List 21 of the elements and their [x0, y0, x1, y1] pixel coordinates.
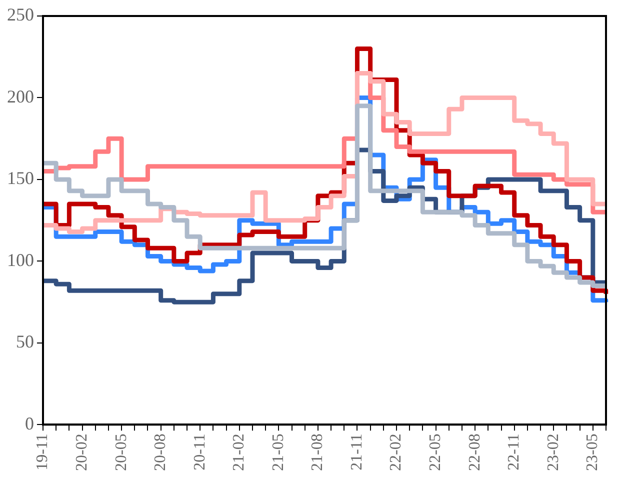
x-tick-label: 20-11 — [191, 434, 208, 470]
x-tick-label: 19-11 — [34, 434, 52, 470]
x-tick-label: 23-02 — [544, 434, 562, 471]
x-tick-label: 21-05 — [270, 434, 287, 471]
y-tick-label: 200 — [7, 86, 34, 106]
x-tick-label: 20-05 — [112, 434, 130, 471]
x-tick-label: 22-02 — [388, 434, 405, 471]
x-tick-label: 21-02 — [230, 434, 248, 471]
y-tick-label: 0 — [25, 413, 34, 434]
x-tick-label: 22-11 — [506, 434, 523, 470]
y-tick-label: 250 — [7, 4, 34, 25]
y-tick-label: 100 — [7, 250, 34, 270]
x-tick-label: 20-08 — [152, 434, 170, 471]
x-tick-label: 22-05 — [426, 434, 444, 471]
x-tick-label: 21-08 — [309, 434, 326, 471]
x-tick-label: 23-05 — [584, 434, 602, 471]
x-tick-label: 21-11 — [348, 434, 366, 470]
y-tick-label: 50 — [16, 332, 34, 352]
x-tick-label: 20-02 — [73, 434, 90, 471]
x-tick-label: 22-08 — [466, 434, 484, 471]
y-tick-label: 150 — [7, 168, 34, 188]
